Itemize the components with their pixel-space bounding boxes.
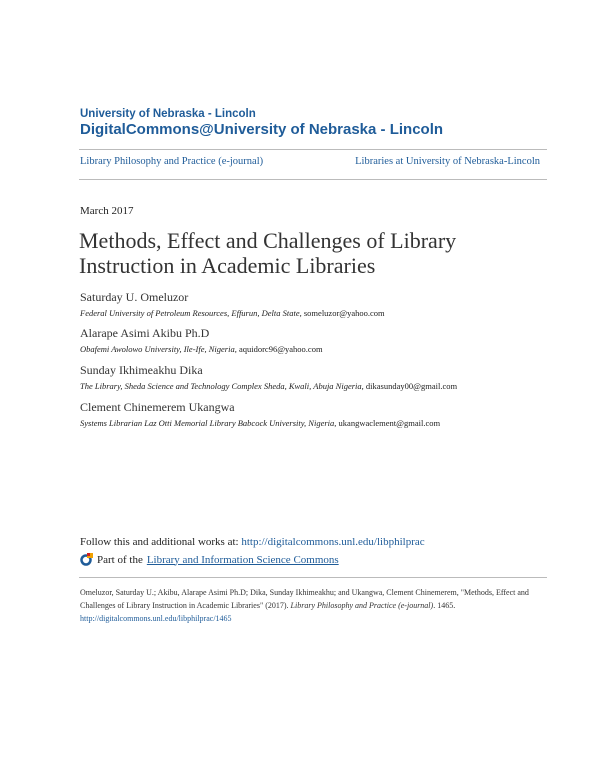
title-line: Methods, Effect and Challenges of Librar… <box>79 228 457 253</box>
author-affiliation: Federal University of Petroleum Resource… <box>80 308 300 318</box>
institution-name[interactable]: University of Nebraska - Lincoln <box>80 108 256 120</box>
publication-date: March 2017 <box>80 205 134 217</box>
title-line: Instruction in Academic Libraries <box>79 253 376 278</box>
author-block: Clement Chinemerem Ukangwa Systems Libra… <box>80 400 440 428</box>
commons-network-icon <box>80 553 93 566</box>
citation-number: . 1465. <box>433 601 456 610</box>
author-affiliation: Systems Librarian Laz Otti Memorial Libr… <box>80 418 335 428</box>
author-block: Saturday U. Omeluzor Federal University … <box>80 290 385 318</box>
journal-link[interactable]: Library Philosophy and Practice (e-journ… <box>80 156 264 167</box>
commons-link[interactable]: Library and Information Science Commons <box>146 553 339 566</box>
author-name[interactable]: Sunday Ikhimeakhu Dika <box>80 363 203 377</box>
author-email: , dikasunday00@gmail.com <box>361 381 458 391</box>
libraries-link[interactable]: Libraries at University of Nebraska-Linc… <box>355 156 540 167</box>
repository-name[interactable]: DigitalCommons@University of Nebraska - … <box>80 121 444 138</box>
author-email: , aquidorc96@yahoo.com <box>234 344 323 354</box>
article-title: Methods, Effect and Challenges of Librar… <box>79 228 539 278</box>
follow-url-link[interactable]: http://digitalcommons.unl.edu/libphilpra… <box>241 536 425 548</box>
citation-journal: Library Philosophy and Practice (e-journ… <box>290 601 434 610</box>
author-name[interactable]: Alarape Asimi Akibu Ph.D <box>80 326 210 340</box>
follow-label: Follow this and additional works at: <box>80 536 242 548</box>
author-block: Alarape Asimi Akibu Ph.D Obafemi Awolowo… <box>80 326 323 354</box>
author-affiliation: The Library, Sheda Science and Technolog… <box>80 381 362 391</box>
citation-text: Omeluzor, Saturday U.; Akibu, Alarape As… <box>80 588 529 610</box>
divider <box>79 149 547 150</box>
citation-url-link[interactable]: http://digitalcommons.unl.edu/libphilpra… <box>80 614 232 623</box>
author-affiliation: Obafemi Awolowo University, Ile-Ife, Nig… <box>80 344 235 354</box>
author-email: , ukangwaclement@gmail.com <box>334 418 441 428</box>
divider <box>79 577 547 578</box>
author-name[interactable]: Clement Chinemerem Ukangwa <box>80 400 235 414</box>
part-of-label: Part of the <box>97 553 143 566</box>
divider <box>79 179 547 180</box>
author-name[interactable]: Saturday U. Omeluzor <box>80 290 189 304</box>
follow-line: Follow this and additional works at: htt… <box>80 536 425 548</box>
author-email: , someluzor@yahoo.com <box>299 308 385 318</box>
part-of-line: Part of the Library and Information Scie… <box>80 553 339 566</box>
author-block: Sunday Ikhimeakhu Dika The Library, Shed… <box>80 363 457 391</box>
recommended-citation: Omeluzor, Saturday U.; Akibu, Alarape As… <box>80 586 545 625</box>
